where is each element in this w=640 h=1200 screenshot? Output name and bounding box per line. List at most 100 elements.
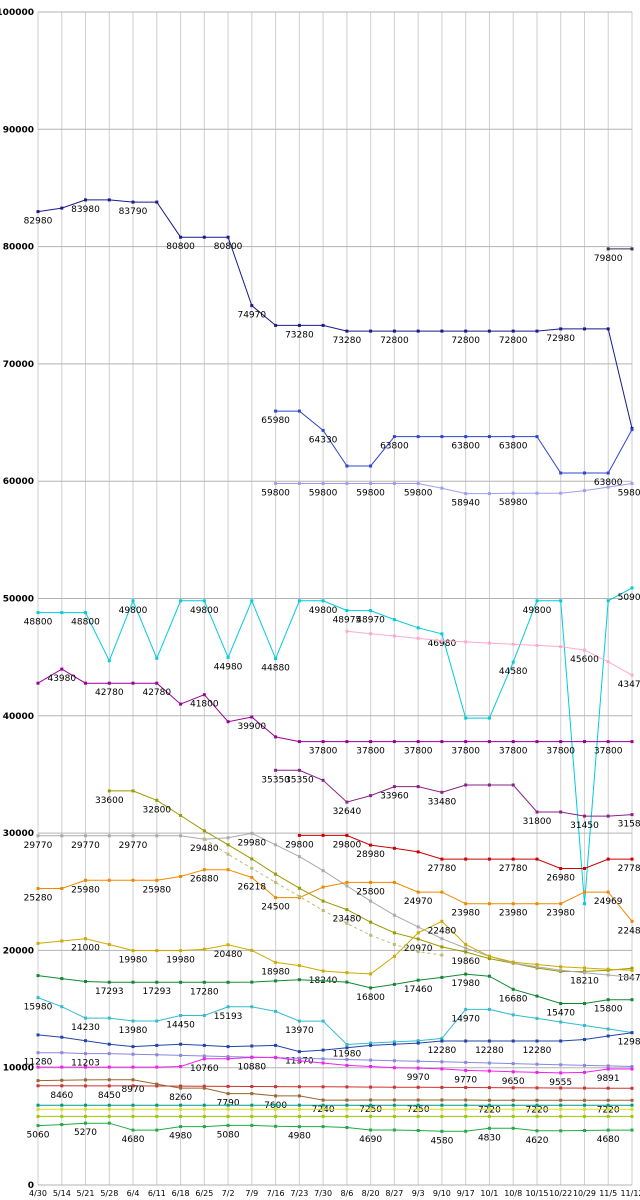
- point-value-label: 4980: [169, 1132, 192, 1142]
- data-point: [155, 1107, 159, 1111]
- data-point: [487, 740, 491, 744]
- point-value-label: 48800: [24, 618, 53, 628]
- point-value-label: 48975: [333, 616, 362, 626]
- point-value-label: 14450: [166, 1021, 195, 1031]
- data-point: [392, 1107, 396, 1111]
- data-point: [440, 1107, 444, 1111]
- data-point: [392, 329, 396, 333]
- data-point: [60, 1005, 64, 1009]
- data-point: [416, 740, 420, 744]
- data-point: [202, 1086, 206, 1090]
- point-value-label: 23480: [333, 915, 362, 925]
- point-value-label: 35350: [285, 775, 314, 785]
- data-point: [392, 1103, 396, 1107]
- data-point: [630, 1103, 634, 1107]
- data-point: [202, 837, 206, 841]
- data-point: [606, 1034, 610, 1038]
- data-point: [274, 409, 278, 413]
- point-value-label: 20480: [214, 950, 243, 960]
- series-shop-p: 1137012280122801228012980: [36, 1031, 640, 1067]
- point-value-label: 49800: [190, 606, 219, 616]
- data-point: [606, 740, 610, 744]
- data-point: [416, 1114, 420, 1118]
- y-tick-label: 40000: [3, 712, 34, 722]
- point-value-label: 29800: [333, 840, 362, 850]
- data-point: [226, 843, 230, 847]
- data-point: [583, 1098, 586, 1102]
- point-value-label: 10760: [190, 1064, 219, 1074]
- point-value-label: 74970: [237, 311, 266, 321]
- data-point: [369, 1128, 373, 1132]
- data-point: [84, 878, 87, 882]
- data-point: [84, 198, 87, 202]
- data-point: [583, 1038, 586, 1041]
- data-point: [369, 632, 373, 636]
- data-point: [606, 1064, 610, 1068]
- data-point: [274, 1055, 278, 1059]
- data-point: [511, 435, 515, 439]
- data-point: [226, 1114, 230, 1118]
- data-point: [464, 1114, 468, 1118]
- data-point: [60, 834, 64, 838]
- data-point: [630, 813, 634, 817]
- data-point: [155, 1103, 159, 1107]
- data-point: [250, 1103, 254, 1107]
- data-point: [606, 1027, 610, 1031]
- data-point: [559, 1107, 563, 1111]
- data-point: [583, 1103, 586, 1107]
- data-point: [606, 998, 610, 1002]
- data-point: [416, 785, 420, 789]
- series-shop-g: 43980 42780 42780 41800 39900 37800 37800 37800…: [36, 667, 634, 757]
- data-point: [84, 1107, 87, 1111]
- point-value-label: 8460: [50, 1091, 73, 1101]
- data-point: [511, 902, 515, 906]
- data-point: [321, 899, 325, 903]
- data-point: [369, 1041, 373, 1045]
- data-point: [321, 1048, 325, 1052]
- point-value-label: 25280: [24, 894, 53, 904]
- point-value-label: 22480: [428, 926, 457, 936]
- data-point: [345, 1107, 349, 1111]
- data-point: [606, 660, 610, 664]
- data-point: [416, 1059, 420, 1063]
- point-value-label: 44880: [261, 664, 290, 674]
- data-point: [606, 599, 610, 603]
- data-point: [131, 1107, 135, 1111]
- data-point: [606, 857, 610, 861]
- data-point: [131, 1103, 135, 1107]
- data-point: [107, 789, 111, 793]
- data-point: [131, 1045, 135, 1049]
- data-point: [369, 1114, 373, 1118]
- point-value-label: 29480: [190, 844, 219, 854]
- data-point: [131, 834, 135, 838]
- data-point: [345, 1103, 349, 1107]
- data-point: [250, 599, 254, 603]
- data-point: [84, 1052, 87, 1056]
- data-point: [511, 960, 515, 964]
- data-point: [107, 1078, 111, 1082]
- data-point: [559, 1039, 563, 1043]
- data-point: [583, 1114, 586, 1118]
- data-point: [464, 946, 468, 950]
- data-point: [179, 1114, 183, 1118]
- data-point: [369, 329, 373, 333]
- data-point: [274, 979, 278, 983]
- point-value-label: 80800: [166, 242, 195, 252]
- data-point: [630, 1031, 634, 1035]
- y-tick-label: 30000: [3, 829, 34, 839]
- point-value-label: 18980: [261, 967, 290, 977]
- data-point: [511, 1103, 515, 1107]
- series-reference-trend: [202, 837, 444, 957]
- point-value-label: 37800: [546, 747, 575, 757]
- data-point: [131, 1052, 135, 1056]
- point-value-label: 59800: [618, 489, 640, 499]
- point-value-label: 63800: [499, 442, 528, 452]
- data-point: [345, 980, 349, 984]
- data-point: [369, 482, 373, 485]
- point-value-label: 27780: [618, 864, 640, 874]
- x-tick-label: 11/12: [620, 1189, 640, 1198]
- data-point: [36, 887, 40, 890]
- data-point: [345, 1085, 349, 1089]
- data-point: [392, 1085, 396, 1089]
- point-value-label: 33480: [428, 797, 457, 807]
